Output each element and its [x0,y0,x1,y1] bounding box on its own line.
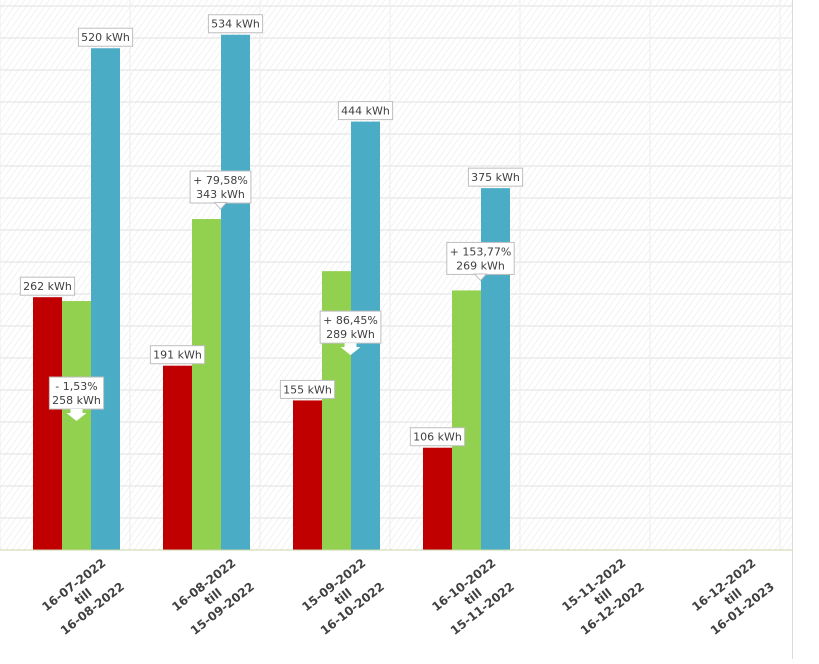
bar [423,447,452,550]
data-label-box [409,427,466,447]
data-label: + 153,77%269 kWh [446,241,515,282]
data-label-box [337,101,394,121]
data-label-text: 258 kWh [52,394,101,407]
bar [221,34,250,551]
data-label: 520 kWh [77,27,134,47]
data-label-text: + 79,58% [193,174,248,187]
data-label-text: 520 kWh [81,31,130,44]
data-label-text: 289 kWh [326,328,375,341]
plot-background [0,0,792,550]
bar [62,301,91,550]
data-label-text: + 153,77% [450,245,512,258]
data-label-box [48,376,105,410]
data-label-box [207,14,264,34]
data-label: 191 kWh [149,345,206,365]
data-label-text: 106 kWh [413,431,462,444]
data-label: 444 kWh [337,101,394,121]
data-label-text: - 1,53% [55,380,97,393]
data-label-pointer [213,202,228,210]
data-label-text: 262 kWh [23,280,72,293]
data-label-pointer [473,273,488,282]
data-label-box [149,345,206,365]
data-label: 155 kWh [279,379,336,399]
data-label-box [19,276,76,296]
data-label: 106 kWh [409,427,466,447]
data-label: + 86,45%289 kWh [319,310,382,356]
data-label-text: 155 kWh [283,383,332,396]
bar [293,400,322,550]
bar [91,48,120,551]
data-label-text: 534 kWh [211,18,260,31]
down-arrow-icon [66,409,87,422]
data-label-text: 375 kWh [471,171,520,184]
data-label-box [279,379,336,399]
data-label: 262 kWh [19,276,76,296]
data-label: 534 kWh [207,14,264,34]
data-label-text: 343 kWh [196,188,245,201]
data-label: + 79,58%343 kWh [189,170,252,210]
bar [192,219,221,550]
data-label-box [77,27,134,47]
data-label: - 1,53%258 kWh [48,376,105,422]
down-arrow-icon [340,343,361,356]
data-label-text: + 86,45% [323,314,378,327]
data-label-text: 444 kWh [341,105,390,118]
data-labels: 262 kWh 191 kWh 155 kWh 106 kWh - 1,53%258 k… [19,14,524,447]
data-label-box [467,167,524,187]
bar [163,365,192,550]
data-label-text: 269 kWh [456,259,505,272]
bar [33,297,62,550]
bar [452,290,481,550]
data-label-text: 191 kWh [153,349,202,362]
gridlines [0,0,792,550]
data-label: 375 kWh [467,167,524,187]
